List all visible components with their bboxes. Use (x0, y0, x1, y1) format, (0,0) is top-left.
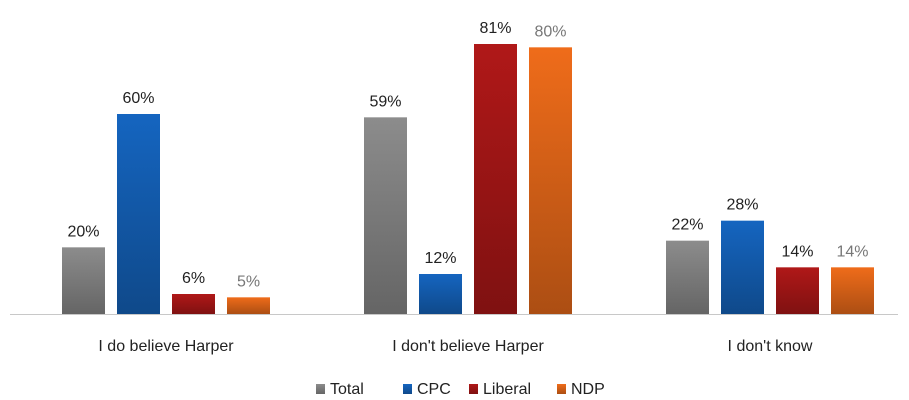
bar-ndp-1 (227, 297, 270, 314)
bar-liberal-3 (776, 267, 819, 314)
data-label-total-3: 22% (671, 217, 703, 234)
legend-swatch-total (316, 384, 325, 394)
legend-label-total: Total (330, 381, 364, 398)
bar-total-3 (666, 240, 709, 314)
bar-total-1 (62, 247, 105, 314)
bar-ndp-2 (529, 47, 572, 314)
bar-liberal-2 (474, 44, 517, 314)
legend: Total CPC Liberal NDP (316, 381, 605, 398)
legend-label-liberal: Liberal (483, 381, 531, 398)
legend-label-cpc: CPC (417, 381, 451, 398)
bar-total-2 (364, 117, 407, 314)
data-label-liberal-3: 14% (781, 243, 813, 260)
category-label-1: I do believe Harper (98, 338, 234, 355)
category-label-2: I don't believe Harper (392, 338, 544, 355)
legend-swatch-liberal (469, 384, 478, 394)
data-label-ndp-1: 5% (237, 273, 260, 290)
data-label-liberal-2: 81% (479, 20, 511, 37)
data-label-total-2: 59% (369, 93, 401, 110)
data-label-cpc-2: 12% (424, 250, 456, 267)
bar-liberal-1 (172, 294, 215, 314)
data-label-cpc-3: 28% (726, 197, 758, 214)
bar-cpc-2 (419, 274, 462, 314)
data-label-liberal-1: 6% (182, 270, 205, 287)
legend-swatch-cpc (403, 384, 412, 394)
data-label-cpc-1: 60% (122, 90, 154, 107)
bars-layer: 20% 60% 6% 5% 59% 12% 81% 80% 22% 28% 14% 14% (62, 20, 874, 314)
category-labels: I do believe Harper I don't believe Harpe… (98, 338, 812, 355)
bar-ndp-3 (831, 267, 874, 314)
data-label-ndp-2: 80% (534, 23, 566, 40)
bar-cpc-3 (721, 220, 764, 314)
category-label-3: I don't know (728, 338, 813, 355)
legend-swatch-ndp (557, 384, 566, 394)
data-label-ndp-3: 14% (836, 243, 868, 260)
bar-cpc-1 (117, 114, 160, 314)
data-label-total-1: 20% (67, 223, 99, 240)
legend-label-ndp: NDP (571, 381, 605, 398)
